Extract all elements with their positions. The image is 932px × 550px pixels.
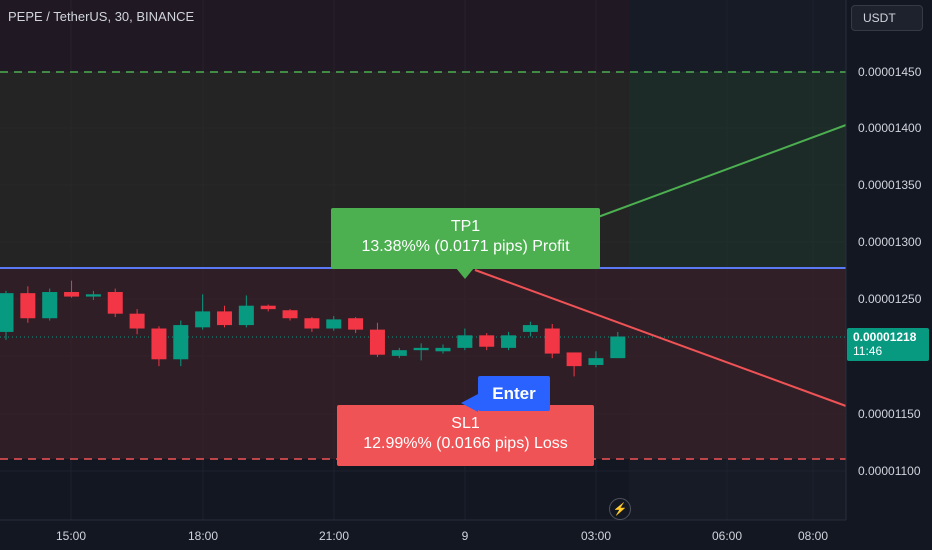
candle-body	[260, 305, 276, 310]
candle-body	[107, 292, 123, 314]
candle	[501, 331, 517, 351]
candle	[173, 320, 189, 367]
candle-body	[20, 293, 36, 319]
time-label: 06:00	[711, 529, 743, 543]
price-label: 0.00001150	[858, 407, 921, 421]
current-price-value: 0.00001218	[853, 330, 917, 344]
candle-body	[413, 347, 429, 351]
time-label: 15:00	[55, 529, 87, 543]
time-label: 03:00	[580, 529, 612, 543]
candle-body	[217, 311, 232, 326]
candle	[610, 331, 626, 359]
candle-body	[522, 325, 538, 332]
lightning-icon[interactable]: ⚡	[609, 498, 631, 520]
sl-title: SL1	[451, 415, 480, 432]
candle-body	[566, 352, 582, 367]
price-label: 0.00001350	[858, 178, 922, 192]
price-label: 0.00001450	[858, 65, 922, 79]
candle	[522, 321, 538, 337]
candle	[151, 326, 167, 367]
candle	[479, 333, 495, 351]
candle	[544, 323, 560, 359]
time-label: 9	[461, 529, 469, 543]
enter-pointer	[461, 394, 478, 412]
candle	[588, 351, 604, 368]
candle	[369, 322, 385, 357]
candle-body	[457, 335, 473, 348]
price-label: 0.00001100	[858, 464, 921, 478]
candle	[0, 290, 14, 340]
candle-body	[479, 335, 495, 347]
current-price-badge: 0.00001218 11:46	[847, 328, 929, 361]
candle	[260, 304, 276, 312]
candle-body	[85, 294, 101, 297]
candle-body	[129, 313, 145, 329]
candle-body	[610, 336, 626, 359]
candle	[64, 280, 80, 298]
candle-body	[64, 292, 80, 297]
candle	[304, 317, 320, 332]
candle	[107, 288, 123, 318]
candles	[0, 280, 626, 377]
candle-body	[544, 328, 560, 354]
candle-body	[304, 318, 320, 329]
price-label: 0.00001400	[858, 121, 922, 135]
price-label: 0.00001300	[858, 235, 922, 249]
currency-button[interactable]: USDT	[851, 5, 923, 31]
candle-body	[42, 292, 58, 319]
tp-detail: 13.38%% (0.0171 pips) Profit	[361, 238, 570, 255]
candle	[129, 309, 145, 335]
candle	[348, 317, 364, 334]
candle-body	[435, 347, 451, 352]
candle	[457, 328, 473, 351]
candle-body	[0, 293, 14, 332]
candle-body	[391, 350, 407, 356]
candle	[195, 294, 211, 330]
candle-body	[195, 311, 211, 328]
candle	[42, 288, 58, 321]
time-label: 21:00	[318, 529, 350, 543]
candle	[413, 343, 429, 361]
candle	[238, 295, 254, 328]
candle-body	[326, 319, 342, 329]
candle	[217, 305, 232, 328]
symbol-title[interactable]: PEPE / TetherUS, 30, BINANCE	[8, 9, 195, 24]
candle-body	[348, 318, 364, 330]
candle	[20, 286, 36, 323]
candle	[391, 347, 407, 359]
tp-trend-line[interactable]	[597, 124, 847, 218]
time-label: 08:00	[797, 529, 829, 543]
candle	[566, 352, 582, 377]
candle-body	[282, 310, 298, 319]
candle-body	[151, 328, 167, 360]
candle	[435, 344, 451, 354]
candle	[85, 290, 101, 300]
take-profit-label[interactable]: TP1 13.38%% (0.0171 pips) Profit	[331, 208, 600, 269]
price-label: 0.00001250	[858, 292, 922, 306]
bar-countdown: 11:46	[853, 344, 883, 358]
tp-pointer	[456, 268, 474, 279]
candle-body	[238, 305, 254, 326]
candle-body	[369, 329, 385, 355]
stop-loss-label[interactable]: SL1 12.99%% (0.0166 pips) Loss	[337, 405, 594, 466]
sl-detail: 12.99%% (0.0166 pips) Loss	[363, 435, 568, 452]
candle-body	[173, 325, 189, 360]
tp-title: TP1	[450, 218, 481, 235]
candle-body	[588, 358, 604, 365]
enter-label[interactable]: Enter	[478, 376, 550, 411]
candle-body	[501, 335, 517, 348]
time-label: 18:00	[187, 529, 219, 543]
candle	[326, 315, 342, 331]
candle	[282, 309, 298, 321]
sl-trend-line[interactable]	[474, 269, 847, 407]
